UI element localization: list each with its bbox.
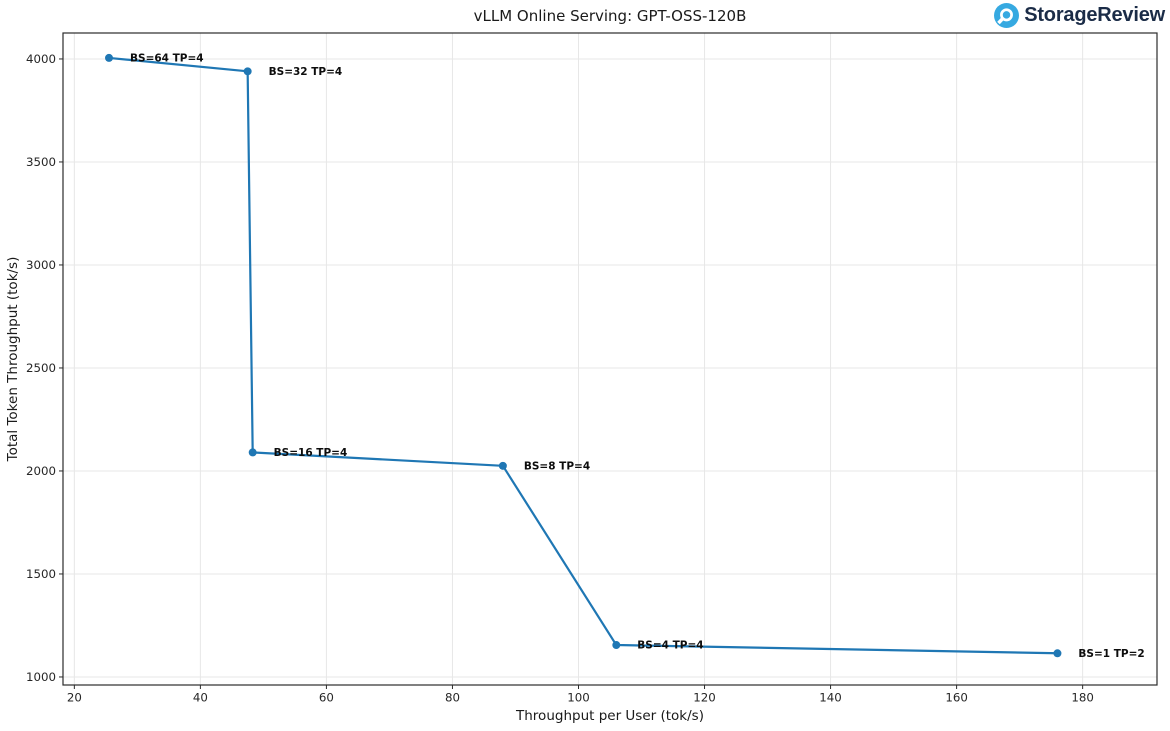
- x-tick-label: 80: [445, 691, 460, 705]
- x-tick-label: 160: [945, 691, 968, 705]
- storagereview-logo: StorageReview: [994, 3, 1165, 28]
- point-label: BS=1 TP=2: [1078, 648, 1144, 660]
- x-axis-label: Throughput per User (tok/s): [515, 708, 704, 724]
- x-tick-label: 100: [567, 691, 590, 705]
- y-tick-label: 3500: [26, 155, 56, 169]
- series-line: [107, 56, 1059, 655]
- point-label: BS=8 TP=4: [524, 460, 590, 472]
- x-tick-label: 20: [67, 691, 82, 705]
- tick-labels: 20 40 60 80 100 120 140 160 180 1000 1500 2000 2500 3…: [26, 52, 1094, 704]
- x-tick-label: 140: [819, 691, 842, 705]
- data-point: [105, 53, 114, 62]
- point-label: BS=32 TP=4: [269, 66, 343, 78]
- axis-ticks: [59, 58, 1084, 689]
- y-tick-label: 1500: [26, 567, 56, 581]
- storagereview-lens-icon: [994, 3, 1020, 28]
- x-tick-label: 40: [193, 691, 208, 705]
- data-point: [1053, 649, 1062, 658]
- data-series: [105, 53, 1062, 658]
- y-tick-label: 2500: [26, 361, 56, 375]
- data-point: [248, 448, 257, 457]
- plot-border: [62, 32, 1158, 686]
- data-point: [243, 67, 252, 76]
- y-axis-label: Total Token Throughput (tok/s): [5, 257, 21, 463]
- x-tick-label: 120: [693, 691, 716, 705]
- point-label: BS=16 TP=4: [274, 447, 348, 459]
- data-point: [498, 461, 507, 470]
- storagereview-logo-text: StorageReview: [1024, 4, 1165, 26]
- y-tick-label: 2000: [26, 464, 56, 478]
- y-tick-label: 3000: [26, 258, 56, 272]
- data-point: [612, 641, 621, 650]
- chart-title: vLLM Online Serving: GPT-OSS-120B: [474, 7, 747, 25]
- gridlines: [63, 33, 1157, 685]
- y-tick-label: 4000: [26, 52, 56, 66]
- point-label: BS=64 TP=4: [130, 52, 204, 64]
- point-annotations: BS=64 TP=4 BS=32 TP=4 BS=16 TP=4 BS=8 TP=4 B…: [130, 52, 1145, 659]
- y-tick-label: 1000: [26, 670, 56, 684]
- x-tick-label: 180: [1071, 691, 1094, 705]
- x-tick-label: 60: [319, 691, 334, 705]
- point-label: BS=4 TP=4: [637, 640, 703, 652]
